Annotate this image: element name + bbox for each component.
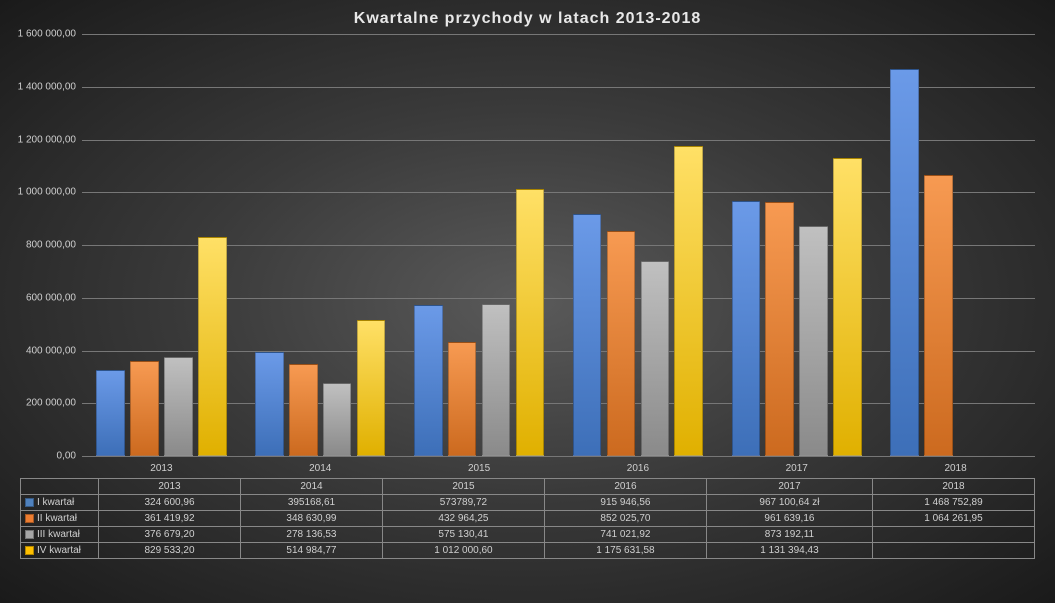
bar xyxy=(674,146,703,456)
table-row-header: I kwartał xyxy=(21,495,99,511)
table-col-header: 2013 xyxy=(99,479,241,495)
table-cell: 278 136,53 xyxy=(240,527,382,543)
table-cell: 873 192,11 xyxy=(706,527,872,543)
table-cell: 348 630,99 xyxy=(240,511,382,527)
legend-swatch xyxy=(25,546,34,555)
table-cell: 961 639,16 xyxy=(706,511,872,527)
bar xyxy=(130,361,159,456)
legend-swatch xyxy=(25,514,34,523)
bar xyxy=(573,214,602,456)
x-tick-label: 2015 xyxy=(400,463,559,474)
bars-layer xyxy=(82,34,1035,456)
table-row-header: IV kwartał xyxy=(21,543,99,559)
bar xyxy=(198,237,227,456)
table-col-header: 2014 xyxy=(240,479,382,495)
bar xyxy=(924,175,953,456)
table-cell: 741 021,92 xyxy=(544,527,706,543)
bar xyxy=(890,69,919,456)
table-cell: 573789,72 xyxy=(382,495,544,511)
series-label: I kwartał xyxy=(37,497,74,508)
bar xyxy=(357,320,386,456)
table-col-header: 2017 xyxy=(706,479,872,495)
table-cell: 575 130,41 xyxy=(382,527,544,543)
table-row: III kwartał 376 679,20278 136,53575 130,4… xyxy=(21,527,1035,543)
bar xyxy=(323,383,352,456)
table-col-header: 2016 xyxy=(544,479,706,495)
table-cell: 432 964,25 xyxy=(382,511,544,527)
table-cell: 967 100,64 zł xyxy=(706,495,872,511)
chart-title: Kwartalne przychody w latach 2013-2018 xyxy=(0,0,1055,34)
bar xyxy=(96,370,125,456)
series-label: III kwartał xyxy=(37,529,80,540)
bar xyxy=(516,189,545,456)
x-tick-label: 2013 xyxy=(82,463,241,474)
chart-area: 0,00200 000,00400 000,00600 000,00800 00… xyxy=(82,34,1035,474)
x-tick-label: 2018 xyxy=(876,463,1035,474)
table-cell: 1 175 631,58 xyxy=(544,543,706,559)
table-cell xyxy=(872,543,1034,559)
bar xyxy=(164,357,193,456)
bar xyxy=(482,304,511,456)
table-cell: 395168,61 xyxy=(240,495,382,511)
table-row: I kwartał 324 600,96395168,61573789,72915… xyxy=(21,495,1035,511)
y-tick-label: 0,00 xyxy=(57,451,82,462)
bar xyxy=(732,201,761,456)
table-row-header: II kwartał xyxy=(21,511,99,527)
table-cell: 324 600,96 xyxy=(99,495,241,511)
table-cell: 1 468 752,89 xyxy=(872,495,1034,511)
bar xyxy=(641,261,670,456)
bar xyxy=(833,158,862,456)
x-tick-label: 2017 xyxy=(717,463,876,474)
bar xyxy=(448,342,477,456)
y-tick-label: 200 000,00 xyxy=(26,398,82,409)
y-tick-label: 400 000,00 xyxy=(26,345,82,356)
table-cell: 514 984,77 xyxy=(240,543,382,559)
y-tick-label: 1 000 000,00 xyxy=(18,187,82,198)
table-cell: 915 946,56 xyxy=(544,495,706,511)
table-cell xyxy=(872,527,1034,543)
data-table: 201320142015201620172018 I kwartał 324 600… xyxy=(20,478,1035,559)
table-col-header: 2018 xyxy=(872,479,1034,495)
table-col-header: 2015 xyxy=(382,479,544,495)
x-axis: 201320142015201620172018 xyxy=(82,456,1035,474)
table-cell: 852 025,70 xyxy=(544,511,706,527)
y-tick-label: 1 400 000,00 xyxy=(18,81,82,92)
table-cell: 1 064 261,95 xyxy=(872,511,1034,527)
table-cell: 1 131 394,43 xyxy=(706,543,872,559)
legend-swatch xyxy=(25,530,34,539)
x-tick-label: 2016 xyxy=(559,463,718,474)
y-tick-label: 800 000,00 xyxy=(26,240,82,251)
y-tick-label: 600 000,00 xyxy=(26,292,82,303)
table-row: IV kwartał 829 533,20514 984,771 012 000,… xyxy=(21,543,1035,559)
table-row-header: III kwartał xyxy=(21,527,99,543)
bar xyxy=(255,352,284,456)
y-tick-label: 1 600 000,00 xyxy=(18,29,82,40)
table-cell: 376 679,20 xyxy=(99,527,241,543)
legend-swatch xyxy=(25,498,34,507)
table-cell: 1 012 000,60 xyxy=(382,543,544,559)
bar xyxy=(765,202,794,456)
table-corner xyxy=(21,479,99,495)
table-cell: 361 419,92 xyxy=(99,511,241,527)
bar xyxy=(414,305,443,456)
bar xyxy=(289,364,318,456)
bar xyxy=(607,231,636,456)
series-label: IV kwartał xyxy=(37,545,81,556)
x-tick-label: 2014 xyxy=(241,463,400,474)
y-tick-label: 1 200 000,00 xyxy=(18,134,82,145)
bar xyxy=(799,226,828,456)
table-row: II kwartał 361 419,92348 630,99432 964,25… xyxy=(21,511,1035,527)
series-label: II kwartał xyxy=(37,513,77,524)
table-cell: 829 533,20 xyxy=(99,543,241,559)
